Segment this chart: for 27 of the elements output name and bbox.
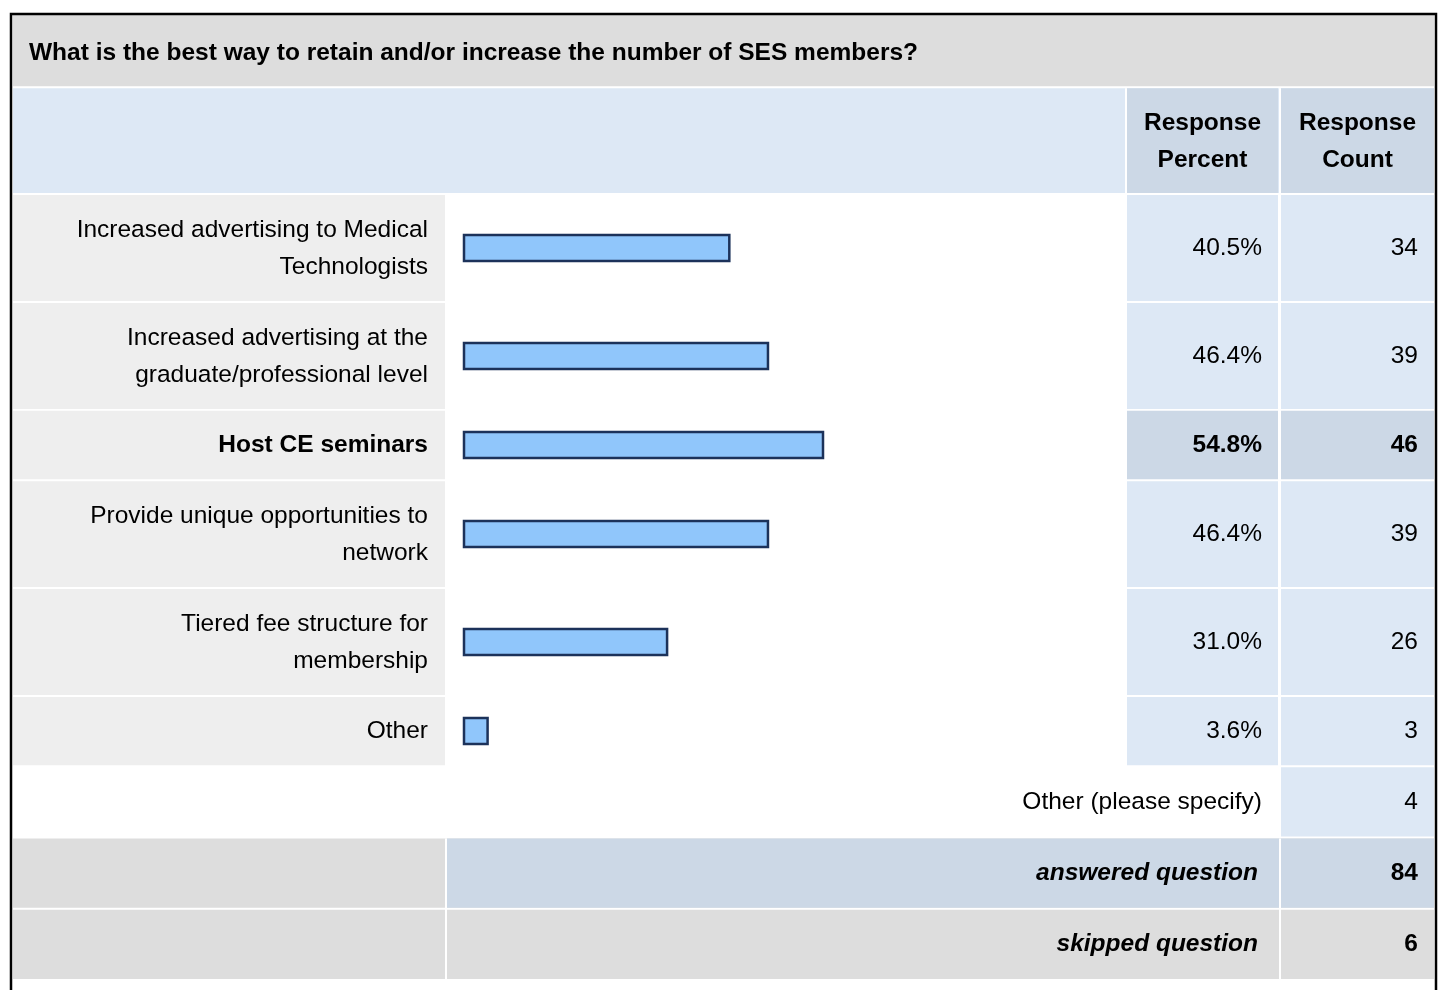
y-tick-label: Provide unique opportunities to network	[90, 500, 429, 565]
data-label: 46.4%	[1192, 340, 1262, 368]
text: 39	[1390, 340, 1418, 368]
text: skipped question	[1056, 929, 1258, 957]
text: Other (please specify)	[1022, 786, 1262, 814]
data-label: 54.8%	[1192, 430, 1263, 458]
text: 4	[1404, 786, 1418, 814]
data-label: 31.0%	[1192, 627, 1262, 654]
y-tick-label: Other	[366, 716, 428, 744]
text: 46	[1390, 430, 1418, 458]
y-tick-label: Increased advertising to Medical Technologists	[76, 214, 428, 279]
y-tick-label: Host CE seminars	[218, 430, 428, 458]
text: 34	[1390, 233, 1418, 261]
text: 84	[1390, 858, 1419, 886]
data-label: 40.5%	[1192, 233, 1262, 261]
text: 3	[1404, 716, 1418, 744]
text: 26	[1390, 627, 1418, 654]
text: Response Count	[1298, 108, 1417, 173]
text: 6	[1404, 929, 1418, 957]
chart-title: What is the best way to retain and/or increase the number of SES members?	[29, 37, 919, 65]
y-tick-label: Increased advertising at the graduate/professional level	[127, 322, 428, 387]
data-label: 46.4%	[1192, 519, 1262, 547]
text: 39	[1390, 519, 1418, 547]
data-label: 3.6%	[1206, 716, 1262, 744]
y-tick-label: Tiered fee structure for membership	[181, 608, 428, 673]
text: Response Percent	[1143, 108, 1262, 173]
text: answered question	[1036, 858, 1258, 886]
